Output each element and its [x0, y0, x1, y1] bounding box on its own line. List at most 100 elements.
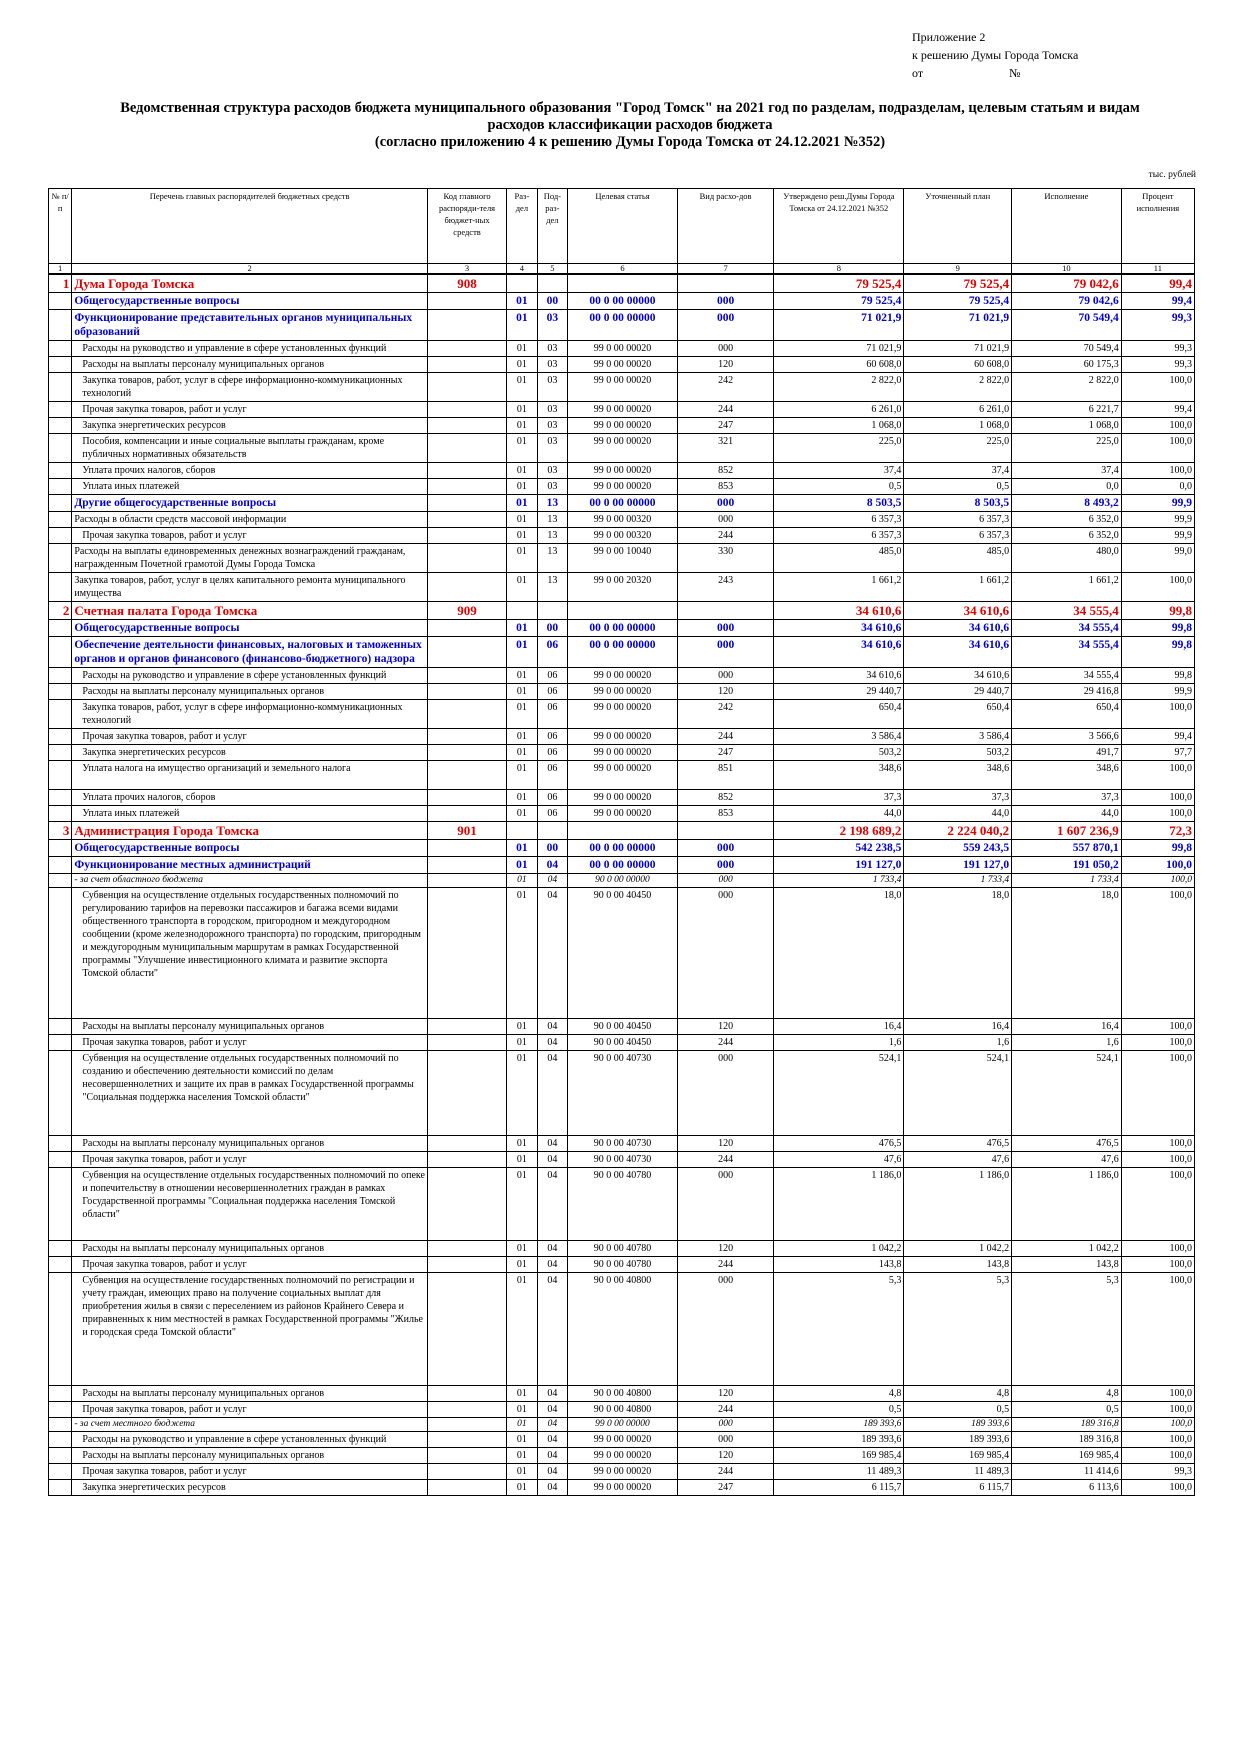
row-subsection: 06	[536, 683, 569, 700]
row-section: 01	[506, 1385, 538, 1402]
row-exec: 1 068,0	[1011, 417, 1122, 434]
row-code	[426, 699, 508, 729]
row-section: 01	[506, 1463, 538, 1480]
row-section: 01	[506, 667, 538, 684]
row-type: 000	[676, 856, 775, 874]
row-subsection: 06	[536, 744, 569, 761]
row-subsection: 00	[536, 619, 569, 637]
col-num: 8	[773, 263, 905, 275]
row-type: 120	[676, 1385, 775, 1402]
table-row: Расходы на выплаты персоналу муниципальн…	[47, 1447, 1196, 1464]
row-percent: 100,0	[1120, 805, 1196, 822]
row-plan: 18,0	[903, 887, 1013, 1019]
row-type: 120	[676, 356, 775, 373]
row-name: Общегосударственные вопросы	[71, 619, 428, 637]
row-type	[676, 821, 775, 840]
row-section: 01	[506, 372, 538, 402]
row-target: 00 0 00 00000	[567, 856, 678, 874]
row-code	[426, 887, 508, 1019]
row-target: 90 0 00 00000	[567, 873, 678, 888]
row-approved: 6 357,3	[773, 527, 905, 544]
row-section: 01	[506, 699, 538, 729]
row-plan: 6 357,3	[903, 527, 1013, 544]
row-approved: 189 393,6	[773, 1417, 905, 1432]
row-type: 852	[676, 789, 775, 806]
row-subsection: 03	[536, 340, 569, 357]
table-row: Расходы на руководство и управление в сф…	[47, 1431, 1196, 1448]
row-target: 99 0 00 00020	[567, 356, 678, 373]
row-plan: 189 393,6	[903, 1431, 1013, 1448]
row-subsection	[536, 601, 569, 620]
row-exec: 650,4	[1011, 699, 1122, 729]
row-code	[426, 728, 508, 745]
table-row: - за счет местного бюджета 01 04 99 0 00 00…	[47, 1417, 1196, 1432]
col-num: 6	[567, 263, 678, 275]
row-target: 00 0 00 00000	[567, 309, 678, 341]
row-percent: 100,0	[1120, 1401, 1196, 1418]
row-target	[567, 273, 678, 293]
table-row: Субвенция на осуществление отдельных гос…	[47, 1167, 1196, 1241]
row-section: 01	[506, 1034, 538, 1051]
row-type: 000	[676, 292, 775, 310]
row-section: 01	[506, 1417, 538, 1432]
table-row: Прочая закупка товаров, работ и услуг 01 0…	[47, 728, 1196, 745]
row-approved: 60 608,0	[773, 356, 905, 373]
table-row: Уплата налога на имущество организаций и…	[47, 760, 1196, 790]
row-percent: 100,0	[1120, 789, 1196, 806]
row-subsection: 04	[536, 1050, 569, 1136]
row-type: 120	[676, 1018, 775, 1035]
row-number	[47, 1385, 73, 1402]
row-target: 90 0 00 40730	[567, 1050, 678, 1136]
row-target: 99 0 00 00020	[567, 433, 678, 463]
row-section: 01	[506, 1401, 538, 1418]
appendix-block: Приложение 2 к решению Думы Города Томск…	[912, 28, 1078, 82]
row-approved: 47,6	[773, 1151, 905, 1168]
department-row: 1 Дума Города Томска 908 79 525,4 79 525,4 79…	[47, 273, 1196, 293]
row-number	[47, 1240, 73, 1257]
appendix-line-3: от №	[912, 64, 1078, 82]
row-plan: 34 610,6	[903, 636, 1013, 668]
row-type: 000	[676, 839, 775, 857]
row-percent: 99,3	[1120, 340, 1196, 357]
row-subsection: 06	[536, 699, 569, 729]
row-name: Общегосударственные вопросы	[71, 292, 428, 310]
row-percent: 100,0	[1120, 1135, 1196, 1152]
section-row: Общегосударственные вопросы 01 00 00 0 00 0…	[47, 292, 1196, 310]
row-section: 01	[506, 462, 538, 479]
row-exec: 191 050,2	[1011, 856, 1122, 874]
row-type: 242	[676, 372, 775, 402]
row-approved: 4,8	[773, 1385, 905, 1402]
table-row: - за счет областного бюджета 01 04 90 0 00 …	[47, 873, 1196, 888]
row-approved: 6 357,3	[773, 511, 905, 528]
row-subsection: 04	[536, 1240, 569, 1257]
row-name: - за счет местного бюджета	[71, 1417, 428, 1432]
row-number	[47, 462, 73, 479]
row-subsection: 13	[536, 543, 569, 573]
row-type: 244	[676, 1256, 775, 1273]
row-name: Расходы на выплаты персоналу муниципальн…	[71, 356, 428, 373]
row-code	[426, 543, 508, 573]
row-type: 247	[676, 744, 775, 761]
row-name: Прочая закупка товаров, работ и услуг	[71, 1463, 428, 1480]
table-header-row: № п/п Перечень главных распорядителей бю…	[47, 188, 1196, 264]
row-name: Уплата иных платежей	[71, 478, 428, 495]
row-exec: 60 175,3	[1011, 356, 1122, 373]
row-target: 90 0 00 40450	[567, 1034, 678, 1051]
row-percent: 99,8	[1120, 839, 1196, 857]
row-exec: 47,6	[1011, 1151, 1122, 1168]
row-target: 99 0 00 00020	[567, 699, 678, 729]
row-percent: 99,3	[1120, 1463, 1196, 1480]
row-number	[47, 356, 73, 373]
row-percent: 100,0	[1120, 372, 1196, 402]
row-number	[47, 543, 73, 573]
row-number	[47, 789, 73, 806]
row-name: Закупка энергетических ресурсов	[71, 1479, 428, 1496]
row-percent: 100,0	[1120, 572, 1196, 602]
row-exec: 189 316,8	[1011, 1431, 1122, 1448]
row-exec: 557 870,1	[1011, 839, 1122, 857]
row-plan: 485,0	[903, 543, 1013, 573]
row-percent: 99,8	[1120, 619, 1196, 637]
row-approved: 1,6	[773, 1034, 905, 1051]
row-subsection: 03	[536, 433, 569, 463]
row-type: 851	[676, 760, 775, 790]
